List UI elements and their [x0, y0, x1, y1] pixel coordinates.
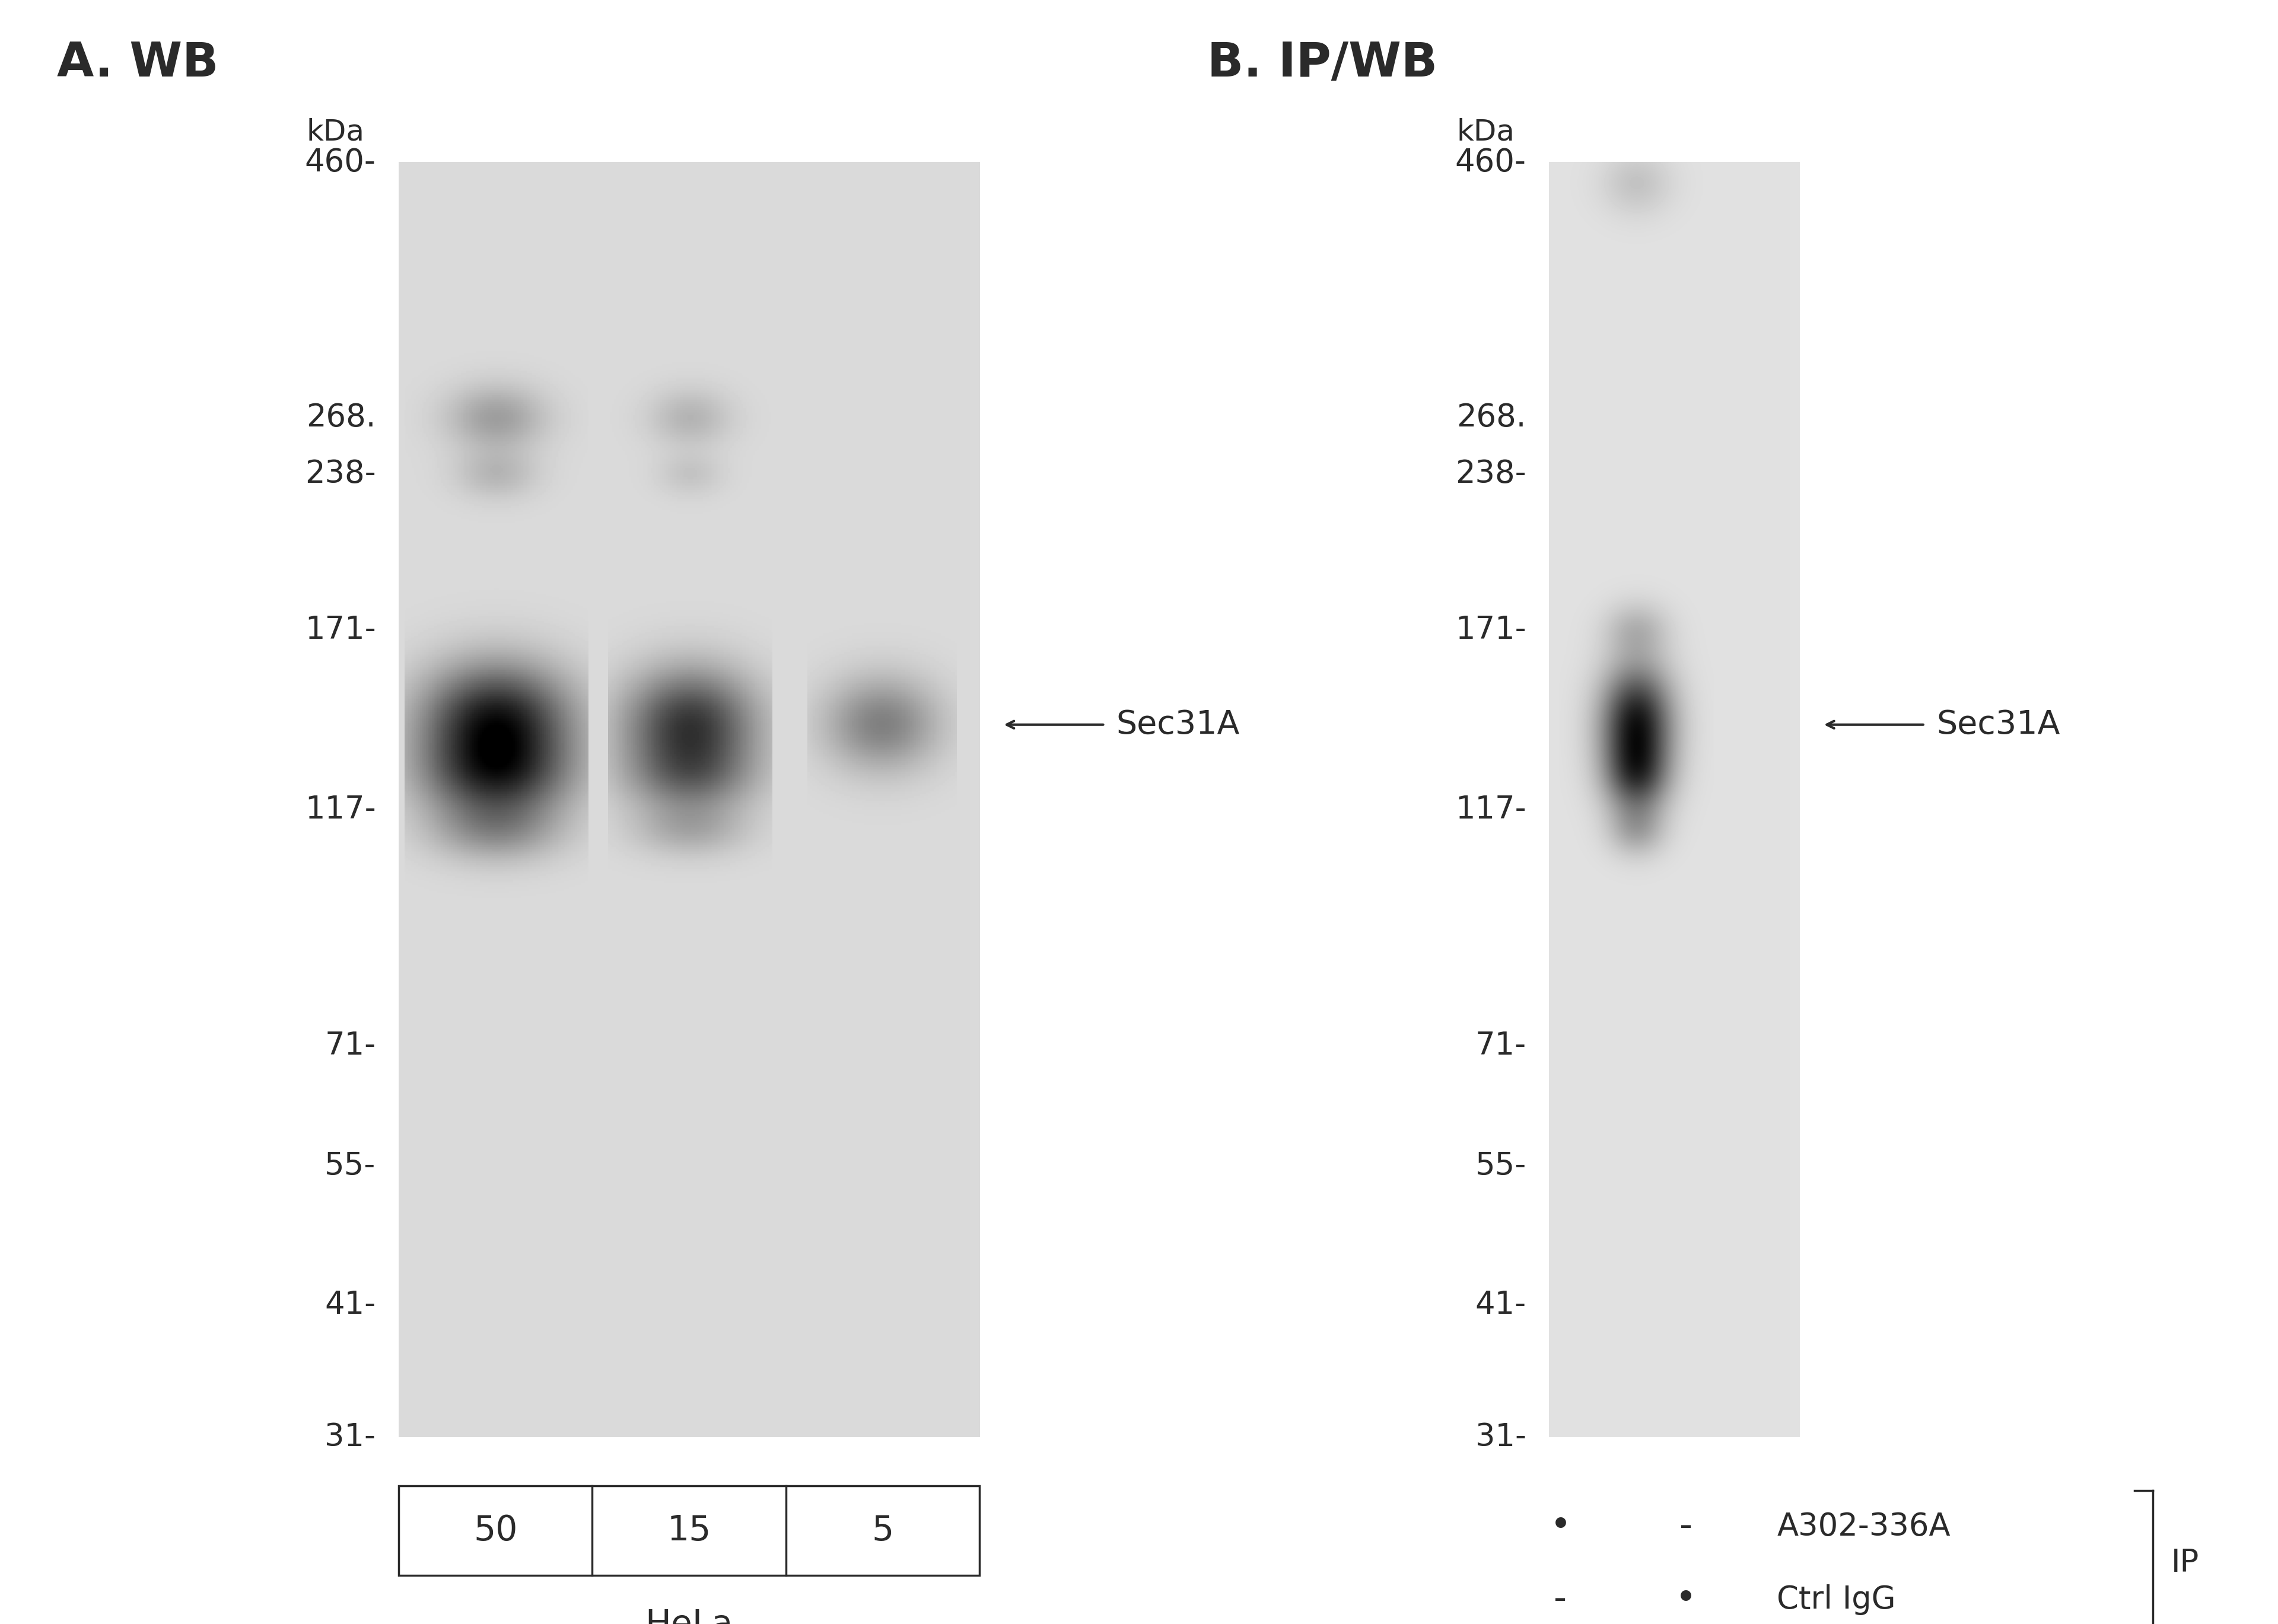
Text: •: •: [1674, 1582, 1697, 1618]
Text: kDa: kDa: [1456, 117, 1515, 146]
Text: 50: 50: [474, 1514, 517, 1548]
Text: -: -: [1554, 1582, 1567, 1618]
Text: 55-: 55-: [1476, 1151, 1526, 1182]
Text: Sec31A: Sec31A: [1936, 708, 2059, 741]
Text: •: •: [1549, 1509, 1572, 1544]
Text: Sec31A: Sec31A: [1116, 708, 1239, 741]
Text: HeLa: HeLa: [645, 1608, 734, 1624]
Text: 5: 5: [872, 1514, 893, 1548]
Text: -: -: [1679, 1509, 1693, 1544]
Text: IP: IP: [2171, 1548, 2198, 1579]
Text: 71-: 71-: [1476, 1030, 1526, 1060]
Text: 41-: 41-: [1476, 1289, 1526, 1320]
Text: 268.: 268.: [1456, 403, 1526, 434]
Bar: [399, 1486, 980, 1575]
Text: 238-: 238-: [1456, 458, 1526, 489]
Text: 41-: 41-: [326, 1289, 376, 1320]
Text: kDa: kDa: [305, 117, 364, 146]
Text: 171-: 171-: [1456, 615, 1526, 645]
Text: A302-336A: A302-336A: [1777, 1512, 1950, 1541]
Text: 31-: 31-: [1476, 1423, 1526, 1452]
Text: 460-: 460-: [1456, 148, 1526, 177]
Text: 117-: 117-: [305, 794, 376, 825]
Text: 117-: 117-: [1456, 794, 1526, 825]
Text: 71-: 71-: [326, 1030, 376, 1060]
Text: 55-: 55-: [326, 1151, 376, 1182]
Text: 31-: 31-: [326, 1423, 376, 1452]
Text: Ctrl IgG: Ctrl IgG: [1777, 1585, 1895, 1614]
Text: 238-: 238-: [305, 458, 376, 489]
Text: 171-: 171-: [305, 615, 376, 645]
Text: 15: 15: [667, 1514, 711, 1548]
Text: B. IP/WB: B. IP/WB: [1207, 41, 1437, 86]
Text: 460-: 460-: [305, 148, 376, 177]
Text: A. WB: A. WB: [57, 41, 219, 86]
Text: 268.: 268.: [305, 403, 376, 434]
